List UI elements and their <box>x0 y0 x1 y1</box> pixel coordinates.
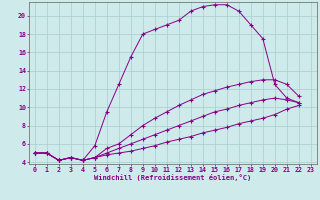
X-axis label: Windchill (Refroidissement éolien,°C): Windchill (Refroidissement éolien,°C) <box>94 174 252 181</box>
